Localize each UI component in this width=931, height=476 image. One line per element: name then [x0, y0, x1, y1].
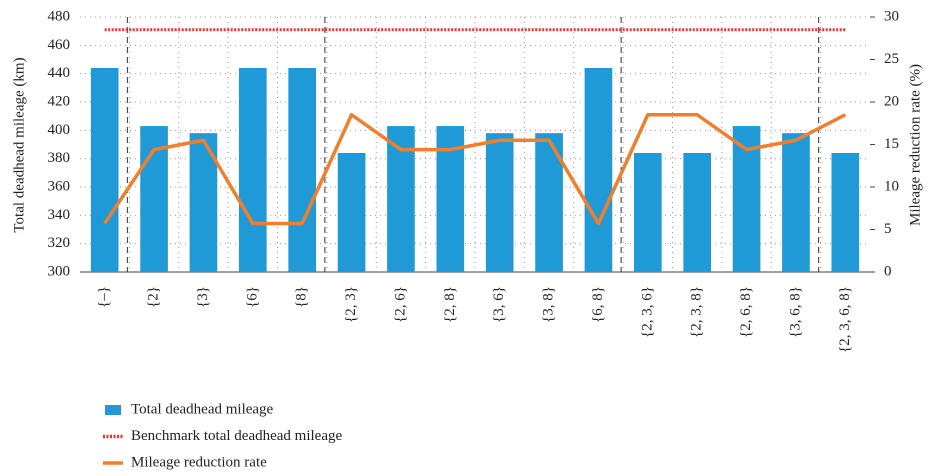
x-tick-label: {2}: [146, 286, 162, 308]
x-tick-label: {2, 6}: [392, 286, 408, 323]
y-axis-label: Total deadhead mileage (km): [11, 57, 27, 232]
x-tick-label: {2, 8}: [442, 286, 458, 323]
y-tick-label: 300: [48, 263, 71, 279]
x-tick-label: {2, 3}: [343, 286, 359, 323]
x-tick-label: {2, 3, 6}: [639, 286, 655, 338]
legend-label: Benchmark total deadhead mileage: [131, 428, 342, 444]
y2-tick-label: 25: [884, 51, 899, 67]
x-tick-label: {2, 3, 8}: [689, 286, 705, 338]
y2-tick-label: 10: [884, 178, 899, 194]
y-tick-label: 360: [48, 178, 71, 194]
x-tick-label: {6, 8}: [590, 286, 606, 323]
x-tick-label: {6}: [244, 286, 260, 308]
y-tick-label: 320: [48, 235, 71, 251]
legend-label: Total deadhead mileage: [131, 401, 274, 417]
y2-axis-label: Mileage reduction rate (%): [907, 64, 923, 226]
bar: [485, 133, 514, 272]
y-tick-label: 460: [48, 37, 71, 53]
y2-tick-label: 30: [884, 8, 899, 24]
y-tick-label: 420: [48, 93, 71, 109]
y2-tick-label: 15: [884, 136, 899, 152]
bar: [288, 68, 317, 272]
bar: [90, 68, 119, 272]
x-tick-label: {–}: [96, 286, 112, 308]
bar: [238, 68, 267, 272]
y-tick-label: 400: [48, 122, 71, 138]
bar: [337, 153, 366, 272]
bar: [831, 153, 860, 272]
y-tick-label: 440: [48, 65, 71, 81]
x-tick-label: {2, 6, 8}: [738, 286, 754, 338]
y2-tick-label: 5: [884, 221, 892, 237]
x-tick-label: {3, 8}: [541, 286, 557, 323]
x-tick-label: {3}: [195, 286, 211, 308]
y2-tick-label: 20: [884, 93, 899, 109]
x-tick-label: {2, 3, 6, 8}: [837, 286, 853, 353]
line: [103, 113, 847, 226]
legend-label: Mileage reduction rate: [131, 454, 267, 470]
y-tick-label: 380: [48, 150, 71, 166]
y-tick-label: 480: [48, 8, 71, 24]
legend-swatch: [105, 405, 121, 415]
bar: [584, 68, 613, 272]
bar: [782, 133, 810, 272]
x-tick-label: {3, 6}: [491, 286, 507, 323]
bar: [633, 153, 662, 272]
x-tick-label: {3, 6, 8}: [787, 286, 803, 338]
x-tick-label: {8}: [294, 286, 310, 308]
bar: [683, 153, 712, 272]
y2-tick-label: 0: [884, 263, 892, 279]
y-tick-label: 340: [48, 207, 71, 223]
